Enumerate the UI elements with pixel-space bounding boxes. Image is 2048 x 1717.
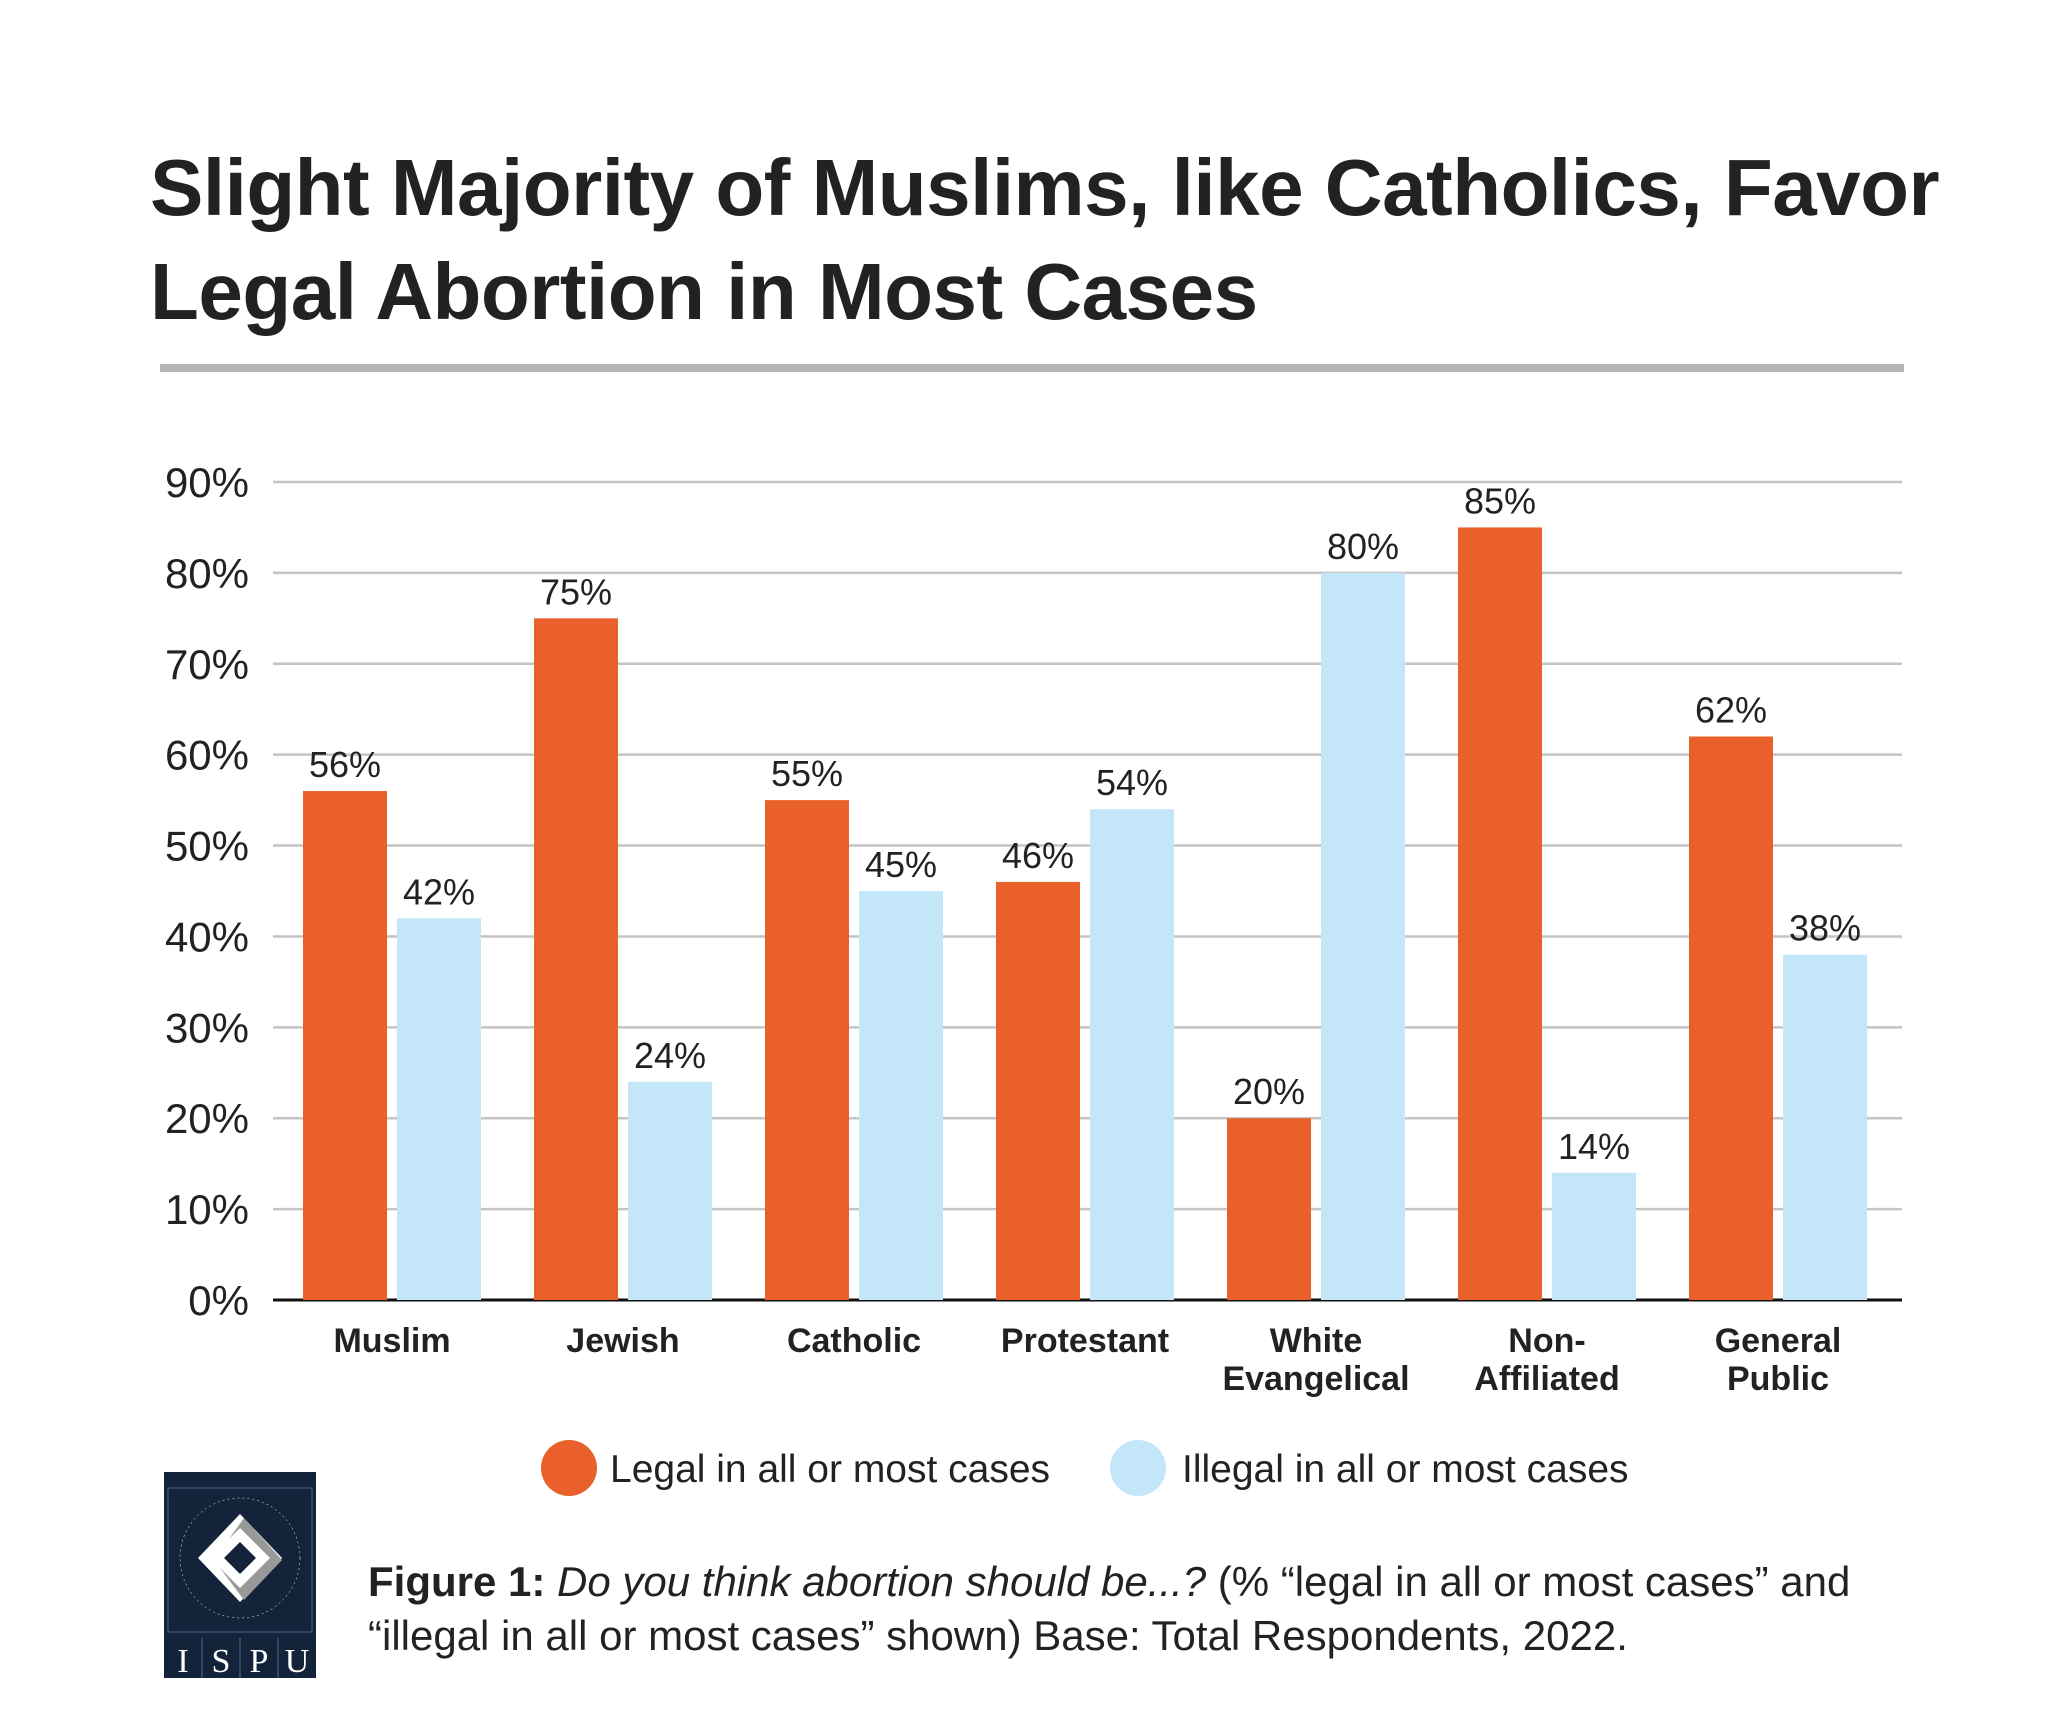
svg-text:P: P (250, 1643, 269, 1678)
category-label: Evangelical (1222, 1360, 1409, 1398)
data-label: 75% (540, 571, 612, 612)
bar-illegal (859, 891, 943, 1300)
category-label: Non- (1508, 1322, 1585, 1360)
svg-text:S: S (212, 1643, 231, 1678)
category-label: Protestant (1001, 1322, 1169, 1360)
category-label: Affiliated (1474, 1360, 1619, 1398)
bar-legal (303, 791, 387, 1300)
data-label: 80% (1327, 526, 1399, 567)
figure-caption: Figure 1: Do you think abortion should b… (368, 1555, 1968, 1663)
y-tick-label: 30% (165, 1004, 249, 1051)
bar-illegal (1321, 572, 1405, 1300)
legend-label: Illegal in all or most cases (1182, 1448, 1629, 1491)
legend-swatch-legal (541, 1440, 597, 1496)
data-label: 55% (771, 753, 843, 794)
legend-label: Legal in all or most cases (610, 1448, 1050, 1491)
y-tick-label: 80% (165, 550, 249, 597)
category-label: Public (1727, 1360, 1829, 1398)
data-label: 38% (1789, 908, 1861, 949)
bar-legal (996, 881, 1080, 1300)
bar-illegal (1552, 1172, 1636, 1300)
data-label: 54% (1096, 762, 1168, 803)
y-tick-label: 70% (165, 641, 249, 688)
bar-legal (1689, 736, 1773, 1300)
data-label: 14% (1558, 1126, 1630, 1167)
data-label: 85% (1464, 480, 1536, 521)
data-label: 42% (403, 871, 475, 912)
bar-legal (1458, 527, 1542, 1300)
bar-legal (1227, 1118, 1311, 1300)
bar-illegal (628, 1081, 712, 1300)
caption-question: Do you think abortion should be...? (557, 1558, 1207, 1605)
data-label: 56% (309, 744, 381, 785)
y-tick-label: 10% (165, 1186, 249, 1233)
y-tick-label: 60% (165, 732, 249, 779)
caption-details: (% “legal in all or most cases” and “ill… (368, 1558, 1851, 1659)
legend-swatch-illegal (1110, 1440, 1166, 1496)
data-label: 20% (1233, 1071, 1305, 1112)
y-tick-label: 20% (165, 1095, 249, 1142)
bar-legal (765, 800, 849, 1300)
category-label: Muslim (333, 1322, 450, 1360)
y-tick-label: 40% (165, 913, 249, 960)
data-label: 46% (1002, 835, 1074, 876)
y-tick-label: 0% (188, 1277, 249, 1324)
y-tick-label: 90% (165, 459, 249, 506)
caption-label: Figure 1: (368, 1558, 546, 1605)
category-label: Catholic (787, 1322, 921, 1360)
category-label: Jewish (566, 1322, 679, 1360)
y-tick-label: 50% (165, 823, 249, 870)
category-label: General (1715, 1322, 1842, 1360)
data-label: 24% (634, 1035, 706, 1076)
bar-illegal (1090, 809, 1174, 1300)
svg-text:I: I (177, 1643, 188, 1678)
data-label: 62% (1695, 689, 1767, 730)
category-label: White (1270, 1322, 1363, 1360)
chart-title: Slight Majority of Muslims, like Catholi… (150, 143, 1940, 336)
bar-illegal (1783, 954, 1867, 1300)
data-label: 45% (865, 844, 937, 885)
bar-legal (534, 618, 618, 1300)
bar-illegal (397, 918, 481, 1300)
title-divider (160, 364, 1904, 372)
svg-text:U: U (285, 1643, 310, 1678)
